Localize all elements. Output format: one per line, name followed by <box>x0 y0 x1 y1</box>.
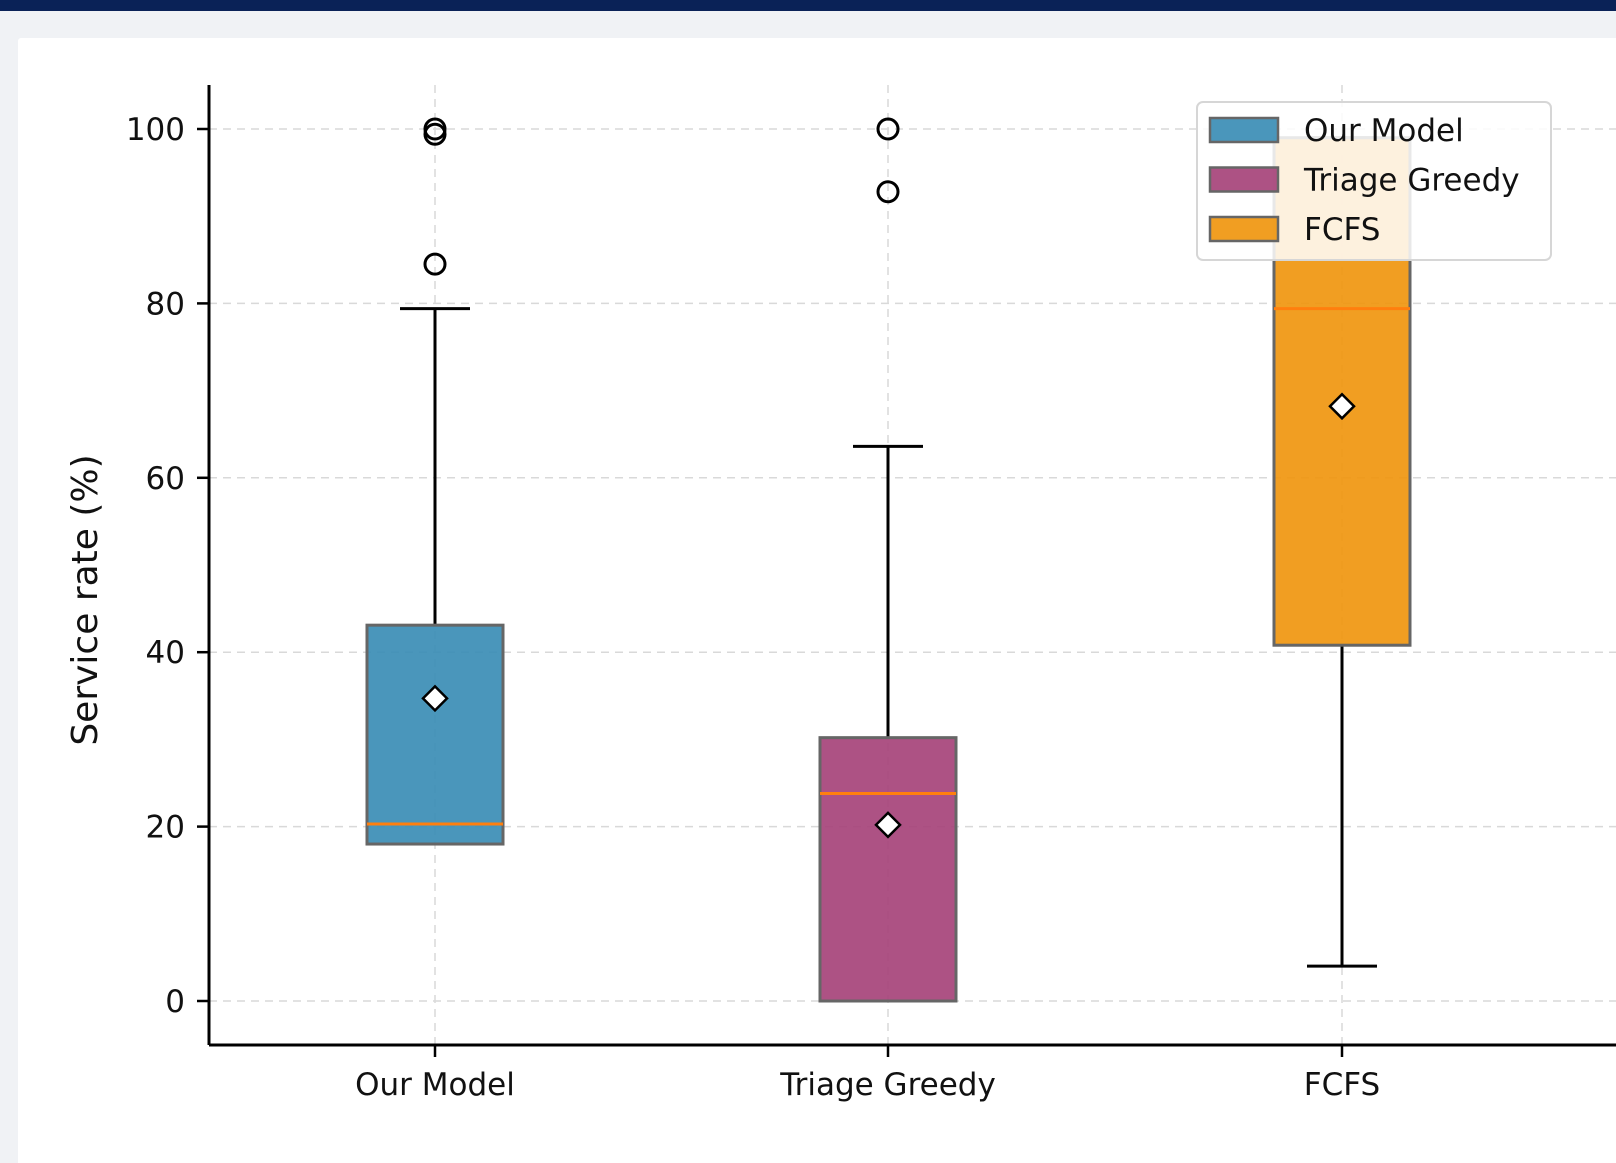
y-tick-label: 0 <box>165 984 185 1020</box>
outlier-point <box>423 252 447 276</box>
y-tick-label: 80 <box>146 286 185 322</box>
mean-marker <box>874 811 902 839</box>
box <box>818 736 958 1003</box>
legend: Our Model Triage Greedy FCFS <box>1196 101 1552 261</box>
legend-label: Our Model <box>1304 113 1464 149</box>
legend-swatch <box>1208 215 1280 243</box>
y-tick-label: 40 <box>146 635 185 671</box>
x-tick-label: FCFS <box>1304 1067 1380 1103</box>
x-tick-label: Our Model <box>355 1067 515 1103</box>
box-group <box>365 117 505 846</box>
outlier-point <box>876 180 900 204</box>
mean-marker <box>421 684 449 713</box>
legend-swatch <box>1208 116 1280 144</box>
legend-label: FCFS <box>1304 212 1380 248</box>
legend-swatch <box>1208 166 1280 193</box>
legend-box <box>1196 101 1552 261</box>
legend-label: Triage Greedy <box>1303 163 1520 199</box>
y-tick-label: 100 <box>126 112 185 148</box>
box <box>365 623 505 846</box>
x-tick-label: Triage Greedy <box>779 1067 996 1103</box>
top-bar <box>0 0 1616 11</box>
y-tick-label: 20 <box>146 810 185 846</box>
box-group <box>818 117 958 1003</box>
y-axis-label: Service rate (%) <box>65 454 106 745</box>
y-tick-label: 60 <box>146 461 185 497</box>
axis-layer: Service rate (%) 0 20 40 60 80 100 Our Model Tr… <box>65 85 1616 1103</box>
outlier-point <box>423 117 447 141</box>
outlier-point <box>876 117 900 141</box>
box-group <box>1272 136 1412 968</box>
mean-marker <box>1328 392 1356 421</box>
